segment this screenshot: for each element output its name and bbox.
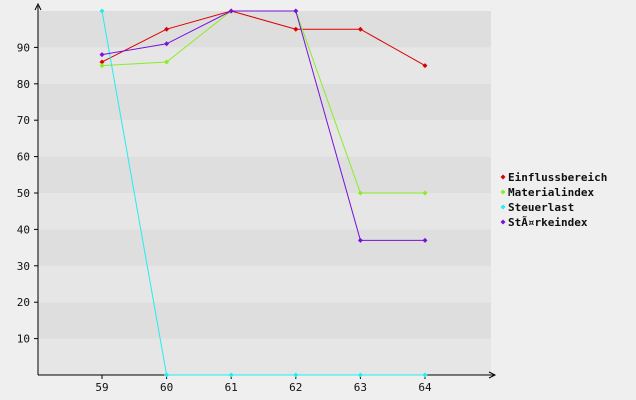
legend-label: StÃ¤rkeindex — [508, 216, 588, 229]
grid-band — [38, 229, 491, 266]
x-tick-label: 64 — [418, 381, 432, 394]
data-point — [422, 237, 428, 243]
grid-band — [38, 338, 491, 375]
grid-band — [38, 11, 491, 48]
data-point — [357, 237, 363, 243]
data-point — [99, 63, 105, 69]
legend-marker — [500, 174, 506, 180]
data-point — [357, 372, 363, 378]
data-point — [422, 190, 428, 196]
data-point — [422, 63, 428, 69]
y-tick-label: 70 — [17, 114, 30, 127]
y-tick-label: 90 — [17, 41, 30, 54]
legend-label: Steuerlast — [508, 201, 574, 214]
y-tick-label: 60 — [17, 151, 30, 164]
grid-band — [38, 302, 491, 339]
grid-band — [38, 120, 491, 157]
data-point — [164, 59, 170, 65]
y-tick-label: 20 — [17, 296, 30, 309]
series-steuerlast — [99, 8, 428, 378]
series-line — [101, 10, 426, 67]
data-point — [164, 41, 170, 47]
legend-label: Materialindex — [508, 186, 594, 199]
x-tick-label: 61 — [225, 381, 238, 394]
data-point — [293, 372, 299, 378]
x-tick-label: 59 — [95, 381, 108, 394]
grid-band — [38, 83, 491, 121]
legend-marker — [500, 204, 506, 210]
plot-background-bands — [38, 11, 491, 375]
x-tick-label: 60 — [160, 381, 173, 394]
series-line — [101, 10, 425, 376]
legend-marker — [500, 189, 506, 195]
y-axis-ticks: 10 20 30 40 50 60 70 80 90 — [17, 41, 38, 346]
data-point — [164, 372, 170, 378]
x-tick-label: 62 — [289, 381, 302, 394]
legend-marker — [500, 219, 506, 225]
series-st-rkeindex — [99, 8, 428, 243]
x-axis-ticks: 59 60 61 62 63 64 — [95, 375, 432, 394]
y-tick-label: 50 — [17, 187, 30, 200]
y-tick-label: 30 — [17, 260, 30, 273]
data-point — [357, 26, 363, 32]
y-tick-label: 10 — [17, 333, 30, 346]
data-point — [228, 372, 234, 378]
data-point — [99, 8, 105, 14]
data-point — [422, 372, 428, 378]
data-point — [228, 8, 234, 14]
data-point — [99, 52, 105, 58]
data-point — [293, 8, 299, 14]
x-axis-arrow — [488, 371, 497, 379]
y-tick-label: 80 — [17, 78, 30, 91]
data-point — [293, 26, 299, 32]
y-tick-label: 40 — [17, 223, 30, 236]
grid-band — [38, 193, 491, 230]
grid-band — [38, 156, 491, 193]
series-lines — [99, 8, 428, 378]
grid-band — [38, 265, 491, 303]
legend-label: Einflussbereich — [508, 171, 607, 184]
series-einflussbereich — [99, 8, 428, 69]
x-tick-label: 63 — [354, 381, 367, 394]
series-line — [101, 10, 425, 241]
data-point — [357, 190, 363, 196]
data-point — [99, 59, 105, 65]
legend: Einflussbereich Materialindex Steuerlast St… — [500, 171, 607, 229]
y-axis-arrow — [34, 2, 42, 11]
data-point — [164, 26, 170, 32]
